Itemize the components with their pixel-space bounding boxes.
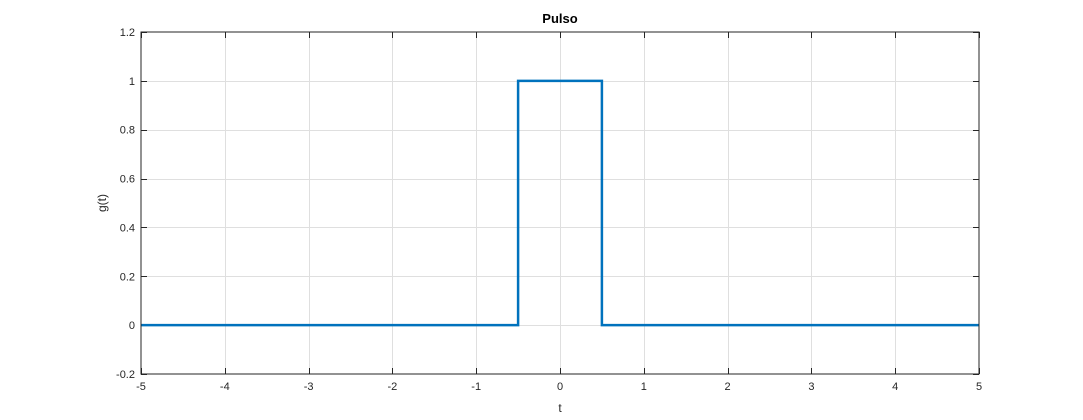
y-tick-label: 0 [129,320,135,332]
x-tick-label: -5 [136,381,146,393]
x-tick-label: 2 [725,381,731,393]
y-tick-label: 1 [129,76,135,88]
x-tick-label: -1 [471,381,481,393]
y-tick-label: 0.4 [120,222,135,234]
x-axis-label: t [558,401,562,415]
y-tick-label: 0.8 [120,125,135,137]
y-tick-labels: -0.2 0 0.2 0.4 0.6 0.8 1 1.2 [116,27,135,381]
x-tick-label: 4 [892,381,898,393]
y-tick-label: 0.2 [120,271,135,283]
x-tick-label: -2 [388,381,398,393]
x-tick-label: 1 [641,381,647,393]
plot-frame [140,31,980,375]
x-tick-labels: -5 -4 -3 -2 -1 0 1 2 3 4 5 [136,381,982,393]
series-line [141,79,979,327]
y-axis-label: g(t) [95,194,109,212]
series-layer [141,79,979,327]
y-tick-label: 0.6 [120,174,135,186]
x-tick-label: 3 [808,381,814,393]
x-tick-label: 0 [557,381,563,393]
x-tick-label: -4 [220,381,230,393]
x-tick-label: 5 [976,381,982,393]
chart-title: Pulso [542,11,577,26]
y-tick-label: -0.2 [116,369,135,381]
x-tick-label: -3 [304,381,314,393]
y-tick-label: 1.2 [120,27,135,39]
